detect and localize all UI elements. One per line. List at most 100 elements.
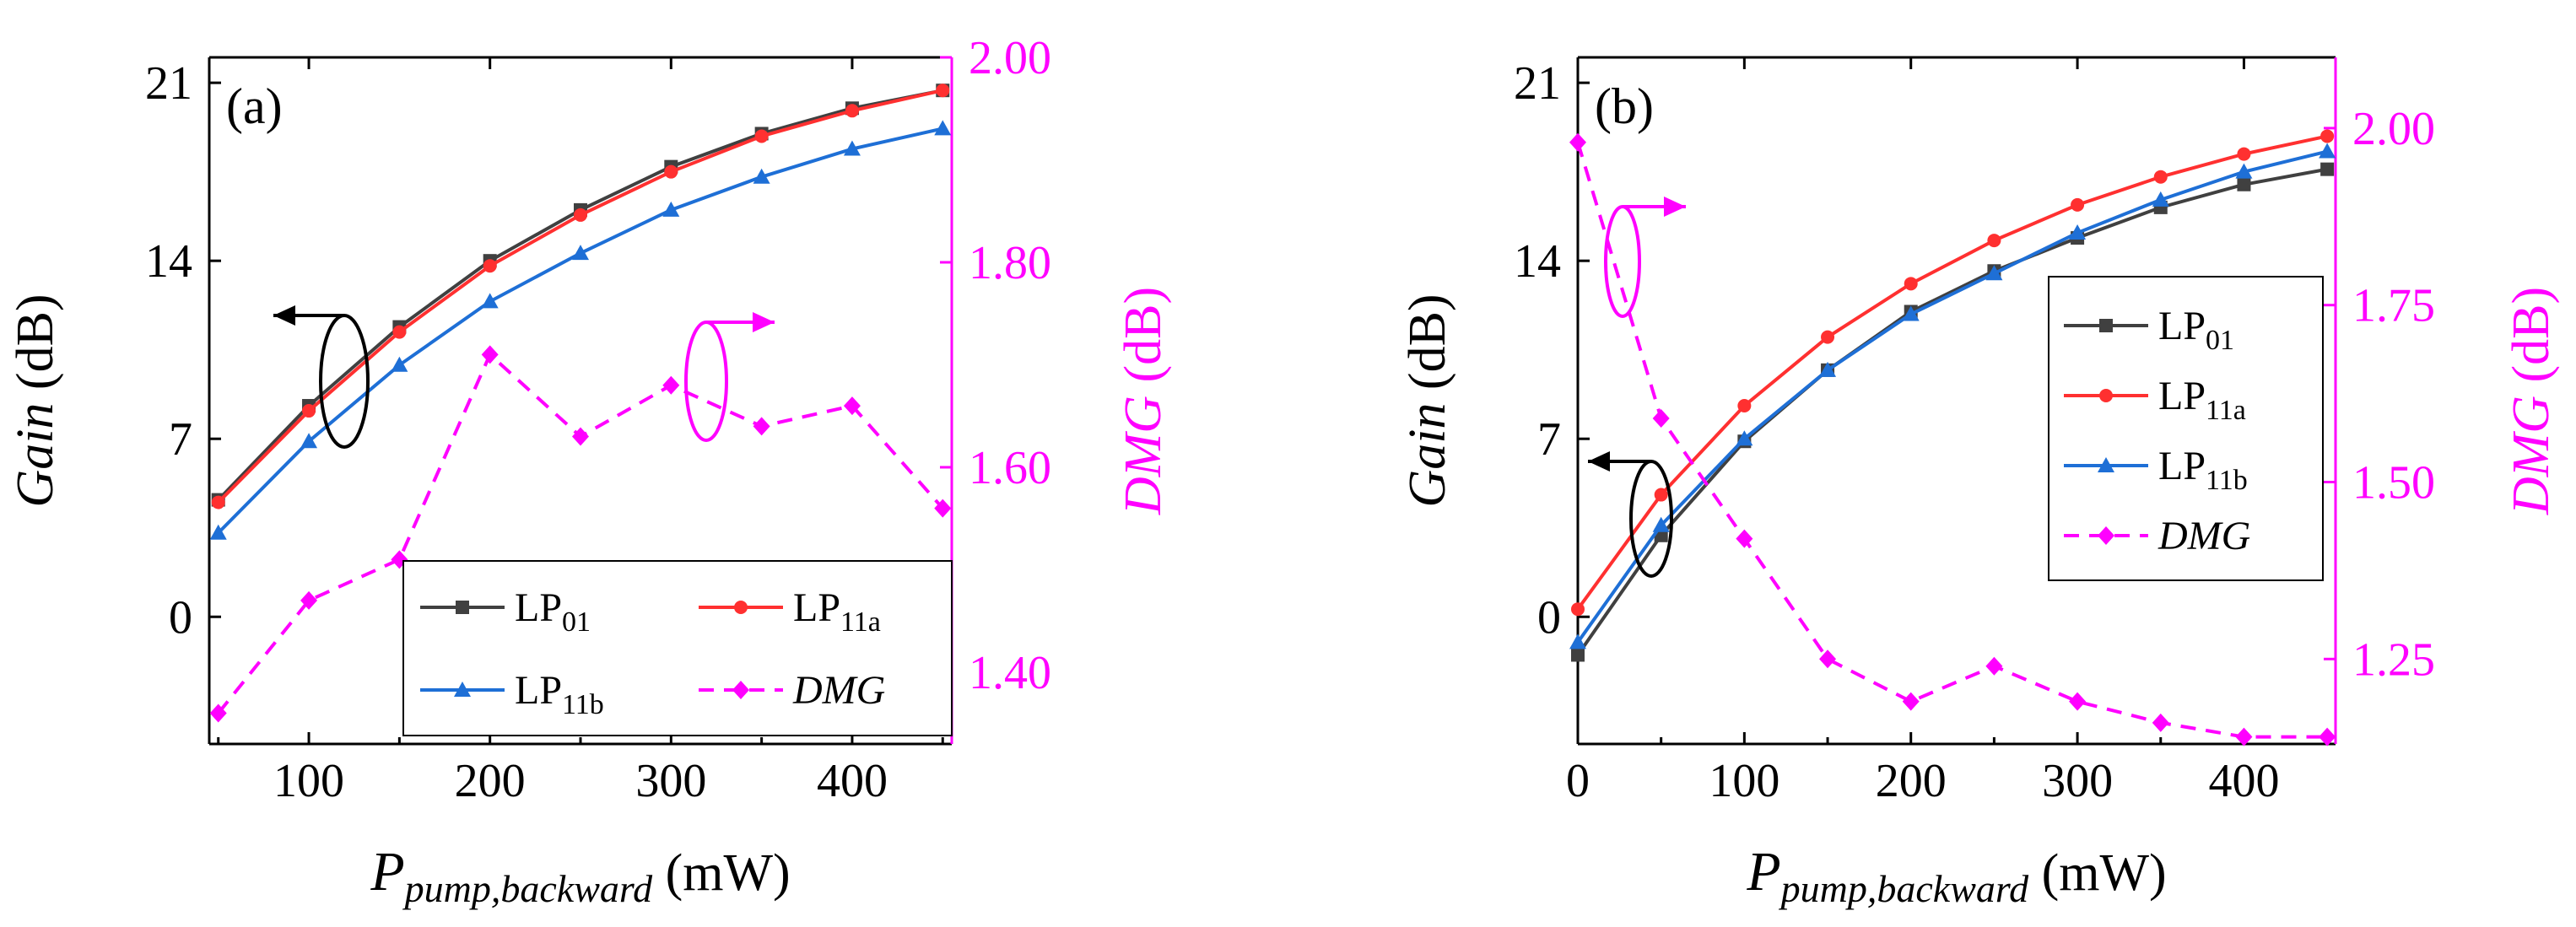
point-lp11b [753, 168, 770, 184]
y-left-tick-label: 21 [145, 57, 192, 110]
point-dmg [572, 427, 589, 446]
point-lp11a [1737, 399, 1752, 413]
legend-box [402, 560, 953, 736]
point-dmg [753, 417, 770, 436]
point-lp11a [1821, 330, 1835, 344]
axis-indicator-ellipse [1604, 205, 1641, 318]
point-lp11b [1985, 265, 2003, 281]
series-line-lp01 [1576, 167, 2328, 656]
legend-label-main: DMG [2157, 514, 2250, 558]
y-right-title-italic: DMG [2503, 396, 2560, 515]
legend-label-main: LP [2158, 374, 2206, 418]
y-left-axis-title: Gain (dB) [7, 294, 64, 507]
y-right-tick-label: 1.40 [969, 647, 1051, 699]
point-lp01 [2320, 162, 2335, 176]
legend-marker-lp11a [2099, 389, 2113, 402]
legend-label-main: LP [515, 668, 562, 713]
y-left-tick-label: 14 [1514, 235, 1561, 288]
point-lp11a [845, 104, 859, 118]
legend-marker-lp11b [2098, 457, 2114, 472]
point-lp11a [574, 207, 587, 222]
point-lp11a [1654, 488, 1668, 502]
x-tick-label: 300 [635, 755, 706, 807]
series-line-lp11a [1576, 134, 2328, 611]
x-title-main: P [370, 841, 404, 903]
point-lp11a [754, 129, 769, 143]
y-right-tick-label: 2.00 [2352, 103, 2435, 155]
x-title-unit: (mW) [2028, 844, 2167, 902]
point-lp11a [1904, 277, 1918, 291]
y-left-title-italic: Gain [7, 403, 64, 508]
legend-marker-lp11a [734, 601, 748, 614]
y-right-tick-label: 1.25 [2352, 633, 2435, 686]
panel-label: (a) [226, 78, 283, 134]
point-dmg [2319, 727, 2336, 746]
legend-label-lp01: LP01 [2158, 304, 2234, 356]
point-lp11b [843, 140, 861, 156]
point-lp11b [2069, 224, 2087, 240]
legend-label-sub: 01 [2206, 325, 2234, 356]
point-lp11a [2320, 129, 2335, 143]
axis-indicator-ellipse [684, 321, 728, 442]
legend-label-sub: 11a [2206, 395, 2246, 426]
point-dmg [1736, 529, 1753, 548]
point-lp11b [2319, 143, 2336, 159]
point-dmg [843, 396, 861, 416]
x-tick-label: 400 [817, 755, 888, 807]
y-right-title-italic: DMG [1115, 396, 1172, 515]
x-title-sub: pump,backward [402, 867, 653, 910]
x-title-unit: (mW) [652, 844, 791, 902]
point-lp11b [934, 120, 952, 136]
axis-indicator-arrowhead [1664, 197, 1686, 217]
y-right-tick-label: 1.80 [969, 237, 1051, 289]
point-lp11b [2152, 191, 2169, 207]
legend-label-dmg: DMG [792, 668, 885, 713]
point-lp11b [662, 201, 680, 217]
point-lp01 [1571, 648, 1585, 662]
legend-marker-dmg [2098, 526, 2114, 545]
x-title-sub: pump,backward [1779, 867, 2029, 910]
x-tick-label: 400 [2208, 755, 2279, 807]
y-right-tick-label: 1.60 [969, 442, 1051, 494]
point-lp11b [1652, 516, 1670, 532]
axis-indicator-arrowhead [753, 312, 775, 332]
legend-label-lp11a: LP11a [2158, 374, 2246, 426]
legend-label-sub: 01 [562, 606, 591, 638]
y-right-tick-label: 1.75 [2352, 280, 2435, 332]
point-lp11a [1987, 234, 2001, 248]
legend-label-lp11b: LP11b [515, 668, 604, 720]
y-right-title-unit: (dB) [2503, 287, 2560, 396]
point-lp11a [936, 84, 950, 98]
y-left-tick-label: 7 [169, 413, 192, 466]
point-lp11a [2237, 147, 2251, 161]
point-dmg [2069, 692, 2087, 711]
y-right-axis-title: DMG (dB) [2503, 287, 2560, 515]
point-lp11b [2235, 163, 2253, 179]
legend-label-sub: 11b [2206, 465, 2248, 496]
x-tick-label: 200 [455, 755, 526, 807]
x-axis-title: Ppump,backward (mW) [1746, 841, 2166, 910]
y-left-tick-label: 21 [1514, 57, 1561, 110]
legend-label-lp11a: LP11a [793, 585, 881, 638]
y-left-title-italic: Gain [1399, 403, 1456, 508]
legend-label-main: LP [2158, 444, 2206, 488]
y-left-title-unit: (dB) [7, 294, 64, 402]
x-tick-label: 200 [1876, 755, 1947, 807]
point-lp11a [302, 404, 316, 418]
point-dmg [934, 499, 952, 518]
legend-label-lp11b: LP11b [2158, 444, 2248, 496]
point-dmg [2152, 713, 2169, 732]
panel-a: 100 200 300 400 0 7 14 21 1.40 1.60 1.80 2.00 (a) Ppu… [7, 32, 1172, 910]
legend-label-dmg: DMG [2157, 514, 2250, 558]
point-lp11a [2071, 197, 2085, 212]
legend-label-main: LP [2158, 304, 2206, 348]
x-title-main: P [1746, 841, 1780, 903]
point-dmg [300, 590, 318, 610]
point-lp11b [1569, 633, 1586, 649]
series-line-lp11b [1576, 149, 2328, 644]
series-line-dmg [1576, 142, 2328, 739]
y-right-axis-title: DMG (dB) [1115, 287, 1172, 515]
legend-label-main: DMG [792, 668, 885, 713]
point-lp11b [481, 293, 499, 309]
